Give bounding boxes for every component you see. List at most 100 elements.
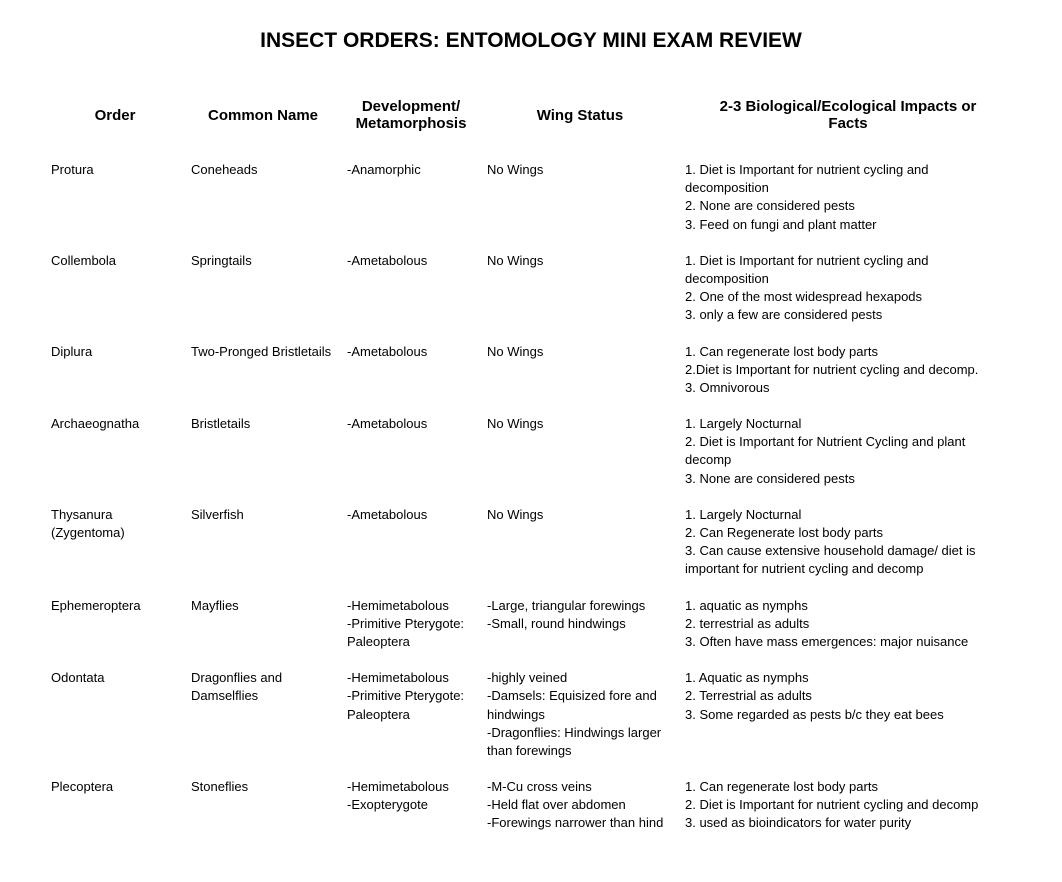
table-row: Plecoptera Stoneflies -Hemimetabolous-Exop… [45,769,1017,842]
cell-line: 2. Can Regenerate lost body parts [685,524,1011,542]
cell-line: -Large, triangular forewings [487,597,673,615]
cell-facts: 1. Aquatic as nymphs2. Terrestrial as ad… [679,660,1017,769]
cell-wing: No Wings [481,334,679,407]
insect-orders-table: Order Common Name Development/ Metamorph… [45,78,1017,882]
cell-line: 1. Diet is Important for nutrient cyclin… [685,161,1011,197]
cell-dev: -Anamorphic [341,152,481,243]
cell-line: Ephemeroptera [51,597,179,615]
cell-facts: 1. Diet is Important for nutrient cyclin… [679,152,1017,243]
cell-line: 3. Feed on fungi and plant matter [685,216,1011,234]
cell-facts: 1. aquatic as nymphs2. terrestrial as ad… [679,588,1017,661]
cell-order: Archaeognatha [45,406,185,497]
cell-line: Coneheads [191,161,335,179]
cell-common: Coneheads [185,152,341,243]
cell-line: No Wings [487,252,673,270]
cell-line: 1. Aquatic as nymphs [685,669,1011,687]
cell-line: 2. Diet is Important for Nutrient Cyclin… [685,433,1011,469]
cell-dev: -Ametabolous [341,406,481,497]
cell-line: Collembola [51,252,179,270]
header-dev: Development/ Metamorphosis [341,78,481,152]
cell-order: Diplura [45,334,185,407]
cell-line: No Wings [487,161,673,179]
cell-line: 3. only a few are considered pests [685,306,1011,324]
cell-wing: No Wings [481,497,679,588]
table-row: ProturaConeheads-AnamorphicNo Wings1. Di… [45,152,1017,243]
cell-line: No Wings [487,343,673,361]
cell-line: -Hemimetabolous [347,669,475,687]
cell-dev: -Hemimetabolous-Exopterygote [341,769,481,842]
cell-line: 2. terrestrial as adults [685,615,1011,633]
cell-wing: No Wings [481,152,679,243]
cell-order: Odontata [45,660,185,769]
cell-line: -Forewings narrower than hind [487,814,673,832]
cell-common: Dragonflies and Damselflies [185,660,341,769]
cell-dev: -Ametabolous [341,497,481,588]
cell-line: -Hemimetabolous [347,778,475,796]
header-wing: Wing Status [481,78,679,152]
table-body: ProturaConeheads-AnamorphicNo Wings1. Di… [45,152,1017,882]
table-row: OdontataDragonflies and Damselflies-Hemi… [45,660,1017,769]
cell-line: -Hemimetabolous [347,597,475,615]
cell-order: Plecoptera [45,769,185,842]
cell-line: Archaeognatha [51,415,179,433]
cell-dev: -Hemimetabolous-Primitive Pterygote: Pal… [341,660,481,769]
cell-facts: 1. Largely Nocturnal2. Can Regenerate lo… [679,497,1017,588]
cell-dev: -Hemimetabolous-Primitive Pterygote: Pal… [341,588,481,661]
cell-line: Silverfish [191,506,335,524]
cell-line: -Ametabolous [347,506,475,524]
cell-line: 3. Can cause extensive household damage/… [685,542,1011,578]
cell-wing: No Wings [481,406,679,497]
cell-order: Collembola [45,243,185,334]
cell-facts: 1. Can regenerate lost body parts2. Diet… [679,769,1017,842]
cell-line: Odontata [51,669,179,687]
cell-line: 1. Can regenerate lost body parts [685,778,1011,796]
cell-line: 1. Largely Nocturnal [685,506,1011,524]
cell-facts: 1. Largely Nocturnal2. Diet is Important… [679,406,1017,497]
cell-wing: -highly veined-Damsels: Equisized fore a… [481,660,679,769]
cell-line: 2. None are considered pests [685,197,1011,215]
cell-dev: -Ametabolous [341,334,481,407]
cell-line: -highly veined [487,669,673,687]
cell-common: Silverfish [185,497,341,588]
table-row: Collembola Springtails -Ametabolous No Wing… [45,243,1017,334]
cell-line: Diplura [51,343,179,361]
cell-line: Plecoptera [51,778,179,796]
table-container: Order Common Name Development/ Metamorph… [45,78,1017,882]
table-spacer-row [45,842,1017,882]
cell-line: -Exopterygote [347,796,475,814]
cell-line: 1. Diet is Important for nutrient cyclin… [685,252,1011,288]
cell-wing: -M-Cu cross veins-Held flat over abdomen… [481,769,679,842]
cell-line: Mayflies [191,597,335,615]
cell-line: -Small, round hindwings [487,615,673,633]
cell-order: Ephemeroptera [45,588,185,661]
cell-line: -Ametabolous [347,343,475,361]
cell-facts: 1. Can regenerate lost body parts2.Diet … [679,334,1017,407]
cell-line: Springtails [191,252,335,270]
table-row: Archaeognatha Bristletails -Ametabolous No … [45,406,1017,497]
cell-common: Two-Pronged Bristletails [185,334,341,407]
cell-line: -Primitive Pterygote: Paleoptera [347,615,475,651]
cell-facts: 1. Diet is Important for nutrient cyclin… [679,243,1017,334]
table-header-row: Order Common Name Development/ Metamorph… [45,78,1017,152]
cell-line: 2. One of the most widespread hexapods [685,288,1011,306]
cell-line: Dragonflies and Damselflies [191,669,335,705]
cell-common: Mayflies [185,588,341,661]
cell-line: -Damsels: Equisized fore and hindwings [487,687,673,723]
header-common: Common Name [185,78,341,152]
cell-line: -Ametabolous [347,415,475,433]
cell-order: Thysanura (Zygentoma) [45,497,185,588]
cell-dev: -Ametabolous [341,243,481,334]
cell-line: 2. Diet is Important for nutrient cyclin… [685,796,1011,814]
cell-line: 1. aquatic as nymphs [685,597,1011,615]
cell-line: Stoneflies [191,778,335,796]
cell-wing: No Wings [481,243,679,334]
cell-line: 3. Often have mass emergences: major nui… [685,633,1011,651]
cell-common: Springtails [185,243,341,334]
cell-line: -M-Cu cross veins [487,778,673,796]
cell-line: -Held flat over abdomen [487,796,673,814]
cell-line: -Dragonflies: Hindwings larger than fore… [487,724,673,760]
cell-line: Thysanura (Zygentoma) [51,506,179,542]
cell-wing: -Large, triangular forewings-Small, roun… [481,588,679,661]
cell-line: Bristletails [191,415,335,433]
table-row: Thysanura (Zygentoma) Silverfish -Ametabol… [45,497,1017,588]
